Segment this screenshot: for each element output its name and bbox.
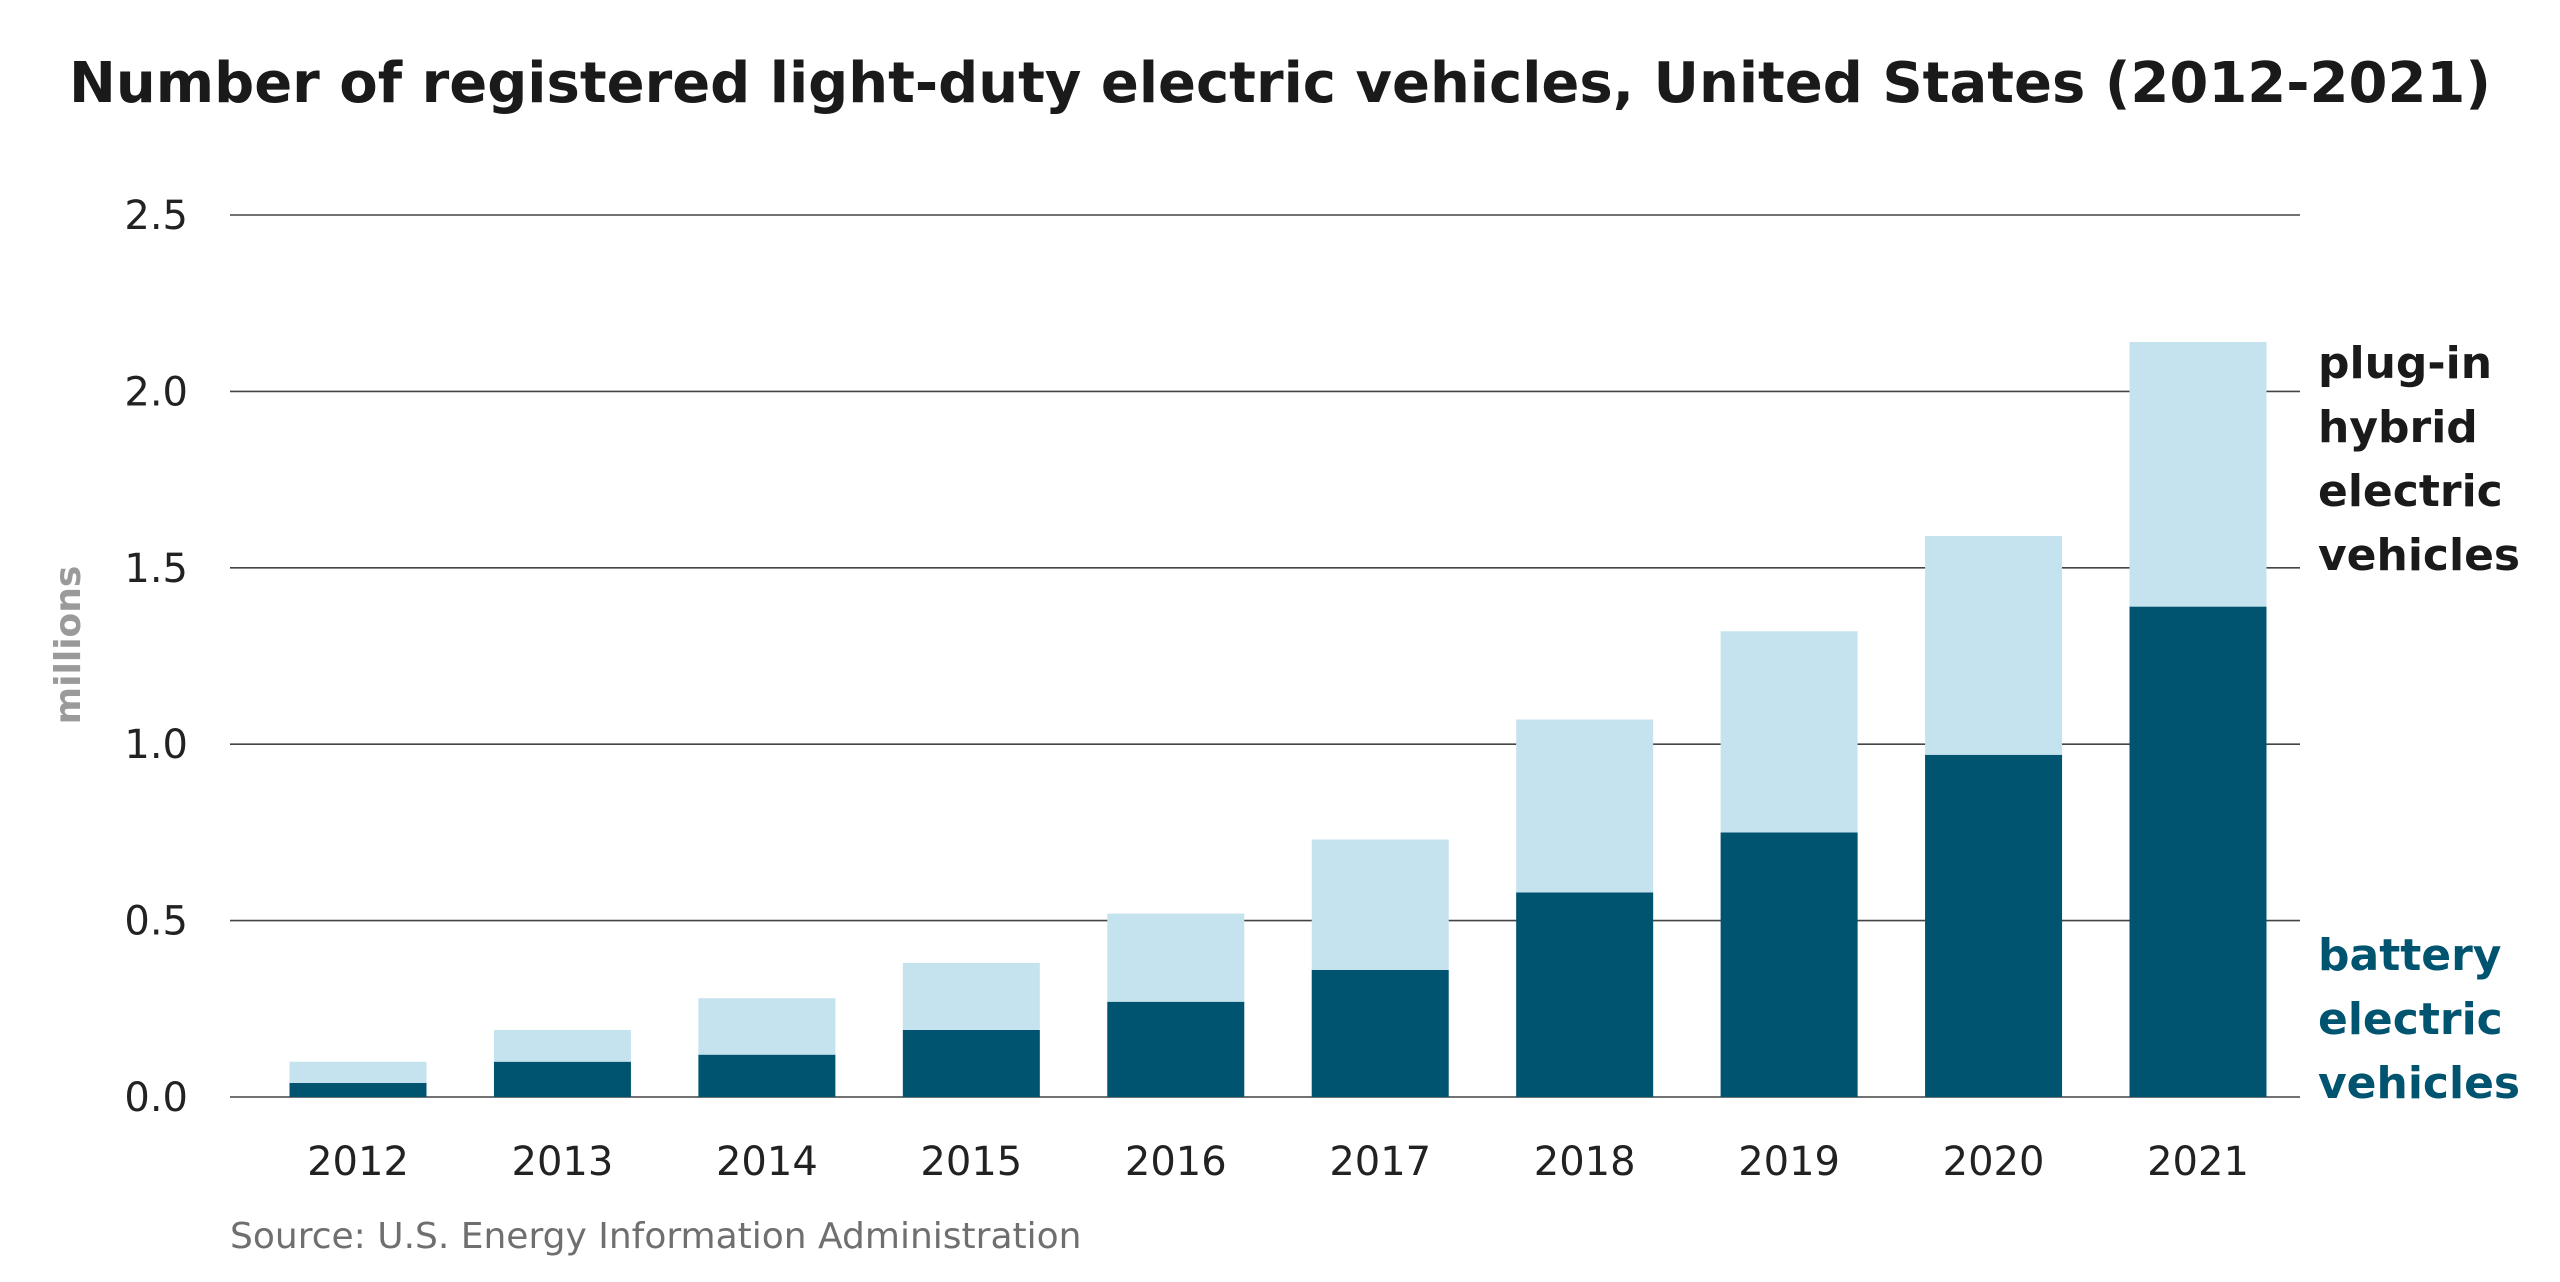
y-tick-label: 0.0 <box>124 1075 188 1121</box>
bar-segment-battery-2020 <box>1925 754 2063 1097</box>
chart-title: Number of registered light-duty electric… <box>69 51 2491 116</box>
legend: plug-in hybrid electric vehicles battery elec… <box>2318 338 2520 1109</box>
y-tick-label: 0.5 <box>124 899 188 945</box>
bar-segment-plugin-hybrid-2017 <box>1311 839 1449 970</box>
x-tick-label: 2019 <box>1738 1139 1840 1185</box>
bar-segment-battery-2013 <box>493 1061 631 1097</box>
bar-segment-battery-2016 <box>1107 1001 1245 1097</box>
legend-label-battery: vehicles <box>2318 1058 2520 1109</box>
legend-label-plugin-hybrid: vehicles <box>2318 530 2520 581</box>
legend-label-plugin-hybrid: hybrid <box>2318 402 2478 453</box>
y-tick-label: 2.5 <box>124 193 188 239</box>
bar-segment-plugin-hybrid-2019 <box>1720 631 1858 833</box>
y-tick-label: 1.5 <box>124 546 188 592</box>
x-tick-label: 2015 <box>920 1139 1022 1185</box>
bar-segment-plugin-hybrid-2021 <box>2129 342 2267 607</box>
x-axis-ticks: 2012 2013 2014 2015 2016 2017 2018 2019 2020 2021 <box>307 1139 2249 1185</box>
bar-segment-plugin-hybrid-2016 <box>1107 913 1245 1002</box>
bar-segment-plugin-hybrid-2012 <box>289 1061 427 1083</box>
bar-segment-battery-2019 <box>1720 832 1858 1097</box>
legend-label-battery: electric <box>2318 994 2503 1045</box>
y-tick-label: 2.0 <box>124 369 188 415</box>
legend-label-battery: battery <box>2318 930 2501 981</box>
bar-segment-plugin-hybrid-2018 <box>1516 719 1654 893</box>
x-tick-label: 2018 <box>1534 1139 1636 1185</box>
legend-label-plugin-hybrid: plug-in <box>2318 338 2492 389</box>
x-tick-label: 2014 <box>716 1139 818 1185</box>
y-tick-label: 1.0 <box>124 722 188 768</box>
bar-segment-plugin-hybrid-2020 <box>1925 536 2063 755</box>
bar-segment-plugin-hybrid-2014 <box>698 998 836 1055</box>
bars <box>289 342 2267 1097</box>
bar-segment-plugin-hybrid-2015 <box>902 962 1040 1030</box>
source-note: Source: U.S. Energy Information Administ… <box>230 1216 1081 1257</box>
x-tick-label: 2012 <box>307 1139 409 1185</box>
bar-segment-plugin-hybrid-2013 <box>493 1029 631 1062</box>
x-tick-label: 2017 <box>1329 1139 1431 1185</box>
bar-segment-battery-2015 <box>902 1029 1040 1097</box>
y-axis-ticks: 0.0 0.5 1.0 1.5 2.0 2.5 <box>124 193 188 1121</box>
x-tick-label: 2020 <box>1943 1139 2045 1185</box>
bar-segment-battery-2017 <box>1311 969 1449 1097</box>
bar-segment-battery-2018 <box>1516 892 1654 1097</box>
bar-segment-battery-2021 <box>2129 606 2267 1097</box>
legend-label-plugin-hybrid: electric <box>2318 466 2503 517</box>
x-tick-label: 2021 <box>2147 1139 2249 1185</box>
bar-segment-battery-2012 <box>289 1082 427 1097</box>
x-tick-label: 2016 <box>1125 1139 1227 1185</box>
y-axis-label: millions <box>48 566 89 725</box>
x-tick-label: 2013 <box>512 1139 614 1185</box>
bar-segment-battery-2014 <box>698 1054 836 1097</box>
